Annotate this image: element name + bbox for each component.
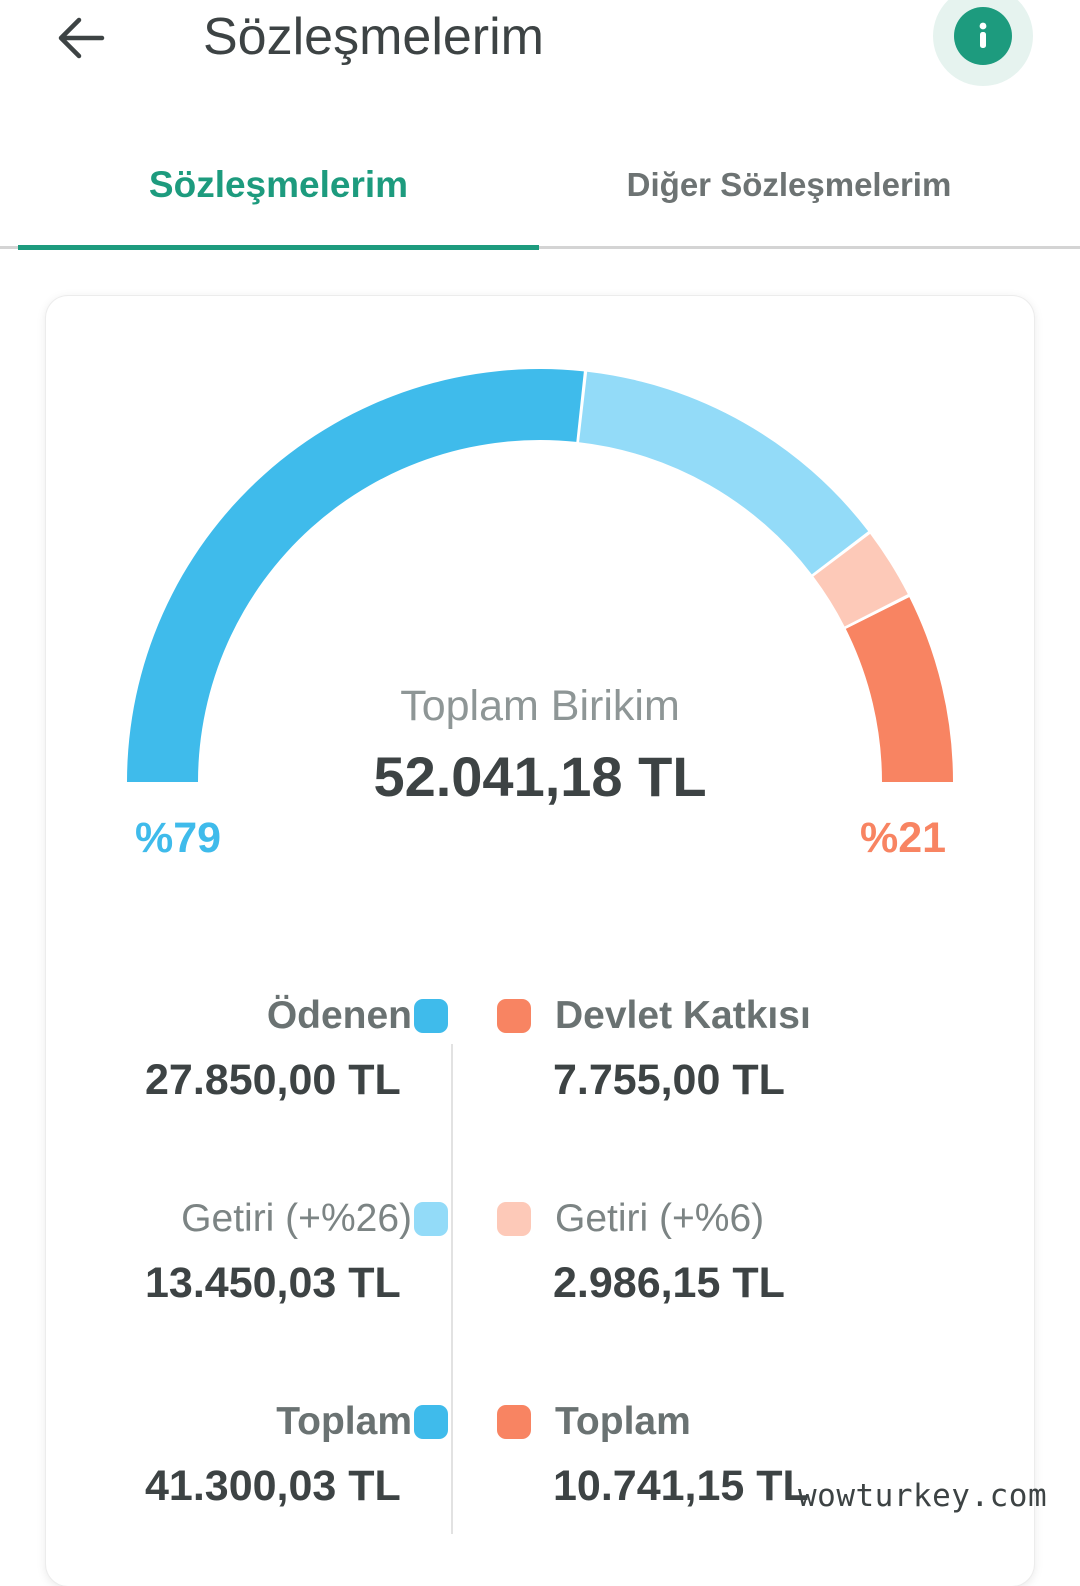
watermark: wowturkey.com <box>798 1478 1048 1514</box>
swatch-orange <box>497 1405 531 1439</box>
swatch-blue <box>414 999 448 1033</box>
legend-getiri-6: Getiri (+%6) <box>497 1197 764 1241</box>
column-divider <box>451 1044 453 1534</box>
gauge-segment-1 <box>127 368 584 782</box>
info-icon <box>979 22 987 48</box>
swatch-light-orange <box>497 1202 531 1236</box>
legend-label: Getiri (+%26) <box>181 1197 412 1240</box>
legend-label: Ödenen <box>266 994 412 1037</box>
toplam-right-value: 10.741,15 TL <box>553 1462 809 1510</box>
legend-odenen: Ödenen <box>267 994 448 1038</box>
odenen-value: 27.850,00 TL <box>145 1056 401 1104</box>
legend-label: Toplam <box>276 1400 412 1443</box>
state-percent: %21 <box>860 814 947 862</box>
page-title: Sözleşmelerim <box>203 8 544 66</box>
tab-bar: Sözleşmelerim Diğer Sözleşmelerim <box>0 140 1080 250</box>
tab-divider <box>0 246 1080 249</box>
gauge-segment-3 <box>813 533 908 627</box>
legend-toplam-right: Toplam <box>497 1400 691 1444</box>
getiri-26-value: 13.450,03 TL <box>145 1259 401 1307</box>
arrow-left-icon <box>58 17 105 59</box>
total-savings-label: Toplam Birikim <box>400 682 680 730</box>
tab-diger-sozlesmelerim[interactable]: Diğer Sözleşmelerim <box>626 166 952 203</box>
tab-sozlesmelerim[interactable]: Sözleşmelerim <box>148 164 409 205</box>
gauge-segment-2 <box>579 371 869 575</box>
legend-toplam-left: Toplam <box>276 1400 448 1444</box>
swatch-light-blue <box>414 1202 448 1236</box>
paid-percent: %79 <box>135 814 222 862</box>
back-button[interactable] <box>48 8 112 68</box>
savings-gauge <box>127 368 953 782</box>
legend-label: Toplam <box>555 1400 691 1443</box>
toplam-left-value: 41.300,03 TL <box>145 1462 401 1510</box>
legend-label: Devlet Katkısı <box>555 994 811 1037</box>
legend-label: Getiri (+%6) <box>555 1197 765 1240</box>
summary-card: Toplam Birikim 52.041,18 TL %79 %21 Öden… <box>46 296 1034 1586</box>
getiri-6-value: 2.986,15 TL <box>553 1259 785 1307</box>
info-button[interactable] <box>933 0 1033 86</box>
swatch-orange <box>497 999 531 1033</box>
devlet-katkisi-value: 7.755,00 TL <box>553 1056 785 1104</box>
gauge-segment-4 <box>845 597 953 782</box>
swatch-blue <box>414 1405 448 1439</box>
total-savings-value: 52.041,18 TL <box>373 745 707 808</box>
legend-getiri-26: Getiri (+%26) <box>181 1197 448 1241</box>
legend-devlet-katkisi: Devlet Katkısı <box>497 994 811 1038</box>
tab-active-indicator <box>18 245 539 250</box>
